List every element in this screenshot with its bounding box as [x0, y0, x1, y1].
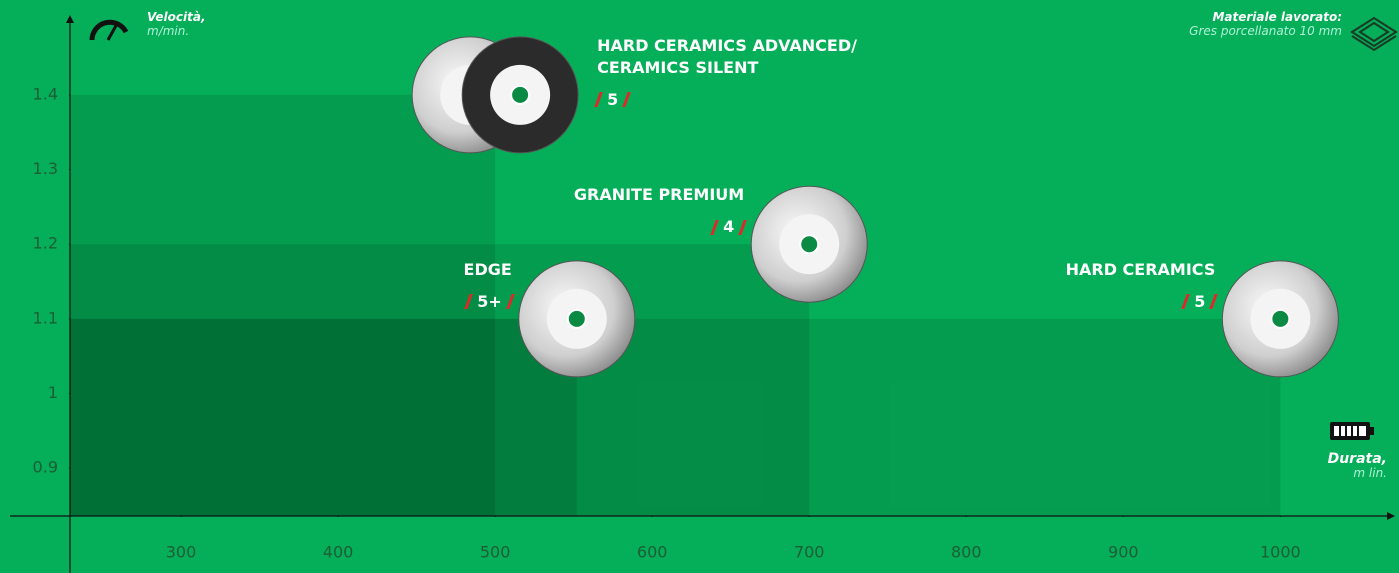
y-tick-label: 1.4 — [33, 84, 58, 103]
x-tick-label: 600 — [637, 543, 668, 562]
x-tick-label: 700 — [794, 543, 825, 562]
x-axis-label: Durata, m lin. — [1328, 452, 1387, 480]
y-axis-arrow — [66, 15, 74, 23]
x-tick-label: 800 — [951, 543, 982, 562]
y-label: Velocità, — [147, 10, 206, 24]
material-note: Materiale lavorato: Gres porcellanato 10 … — [1189, 10, 1342, 38]
y-axis-label: Velocità, m/min. — [147, 10, 206, 38]
disc-hub — [799, 234, 820, 255]
area — [70, 244, 810, 516]
product-score: 4 — [713, 216, 744, 238]
x-tick-label: 1000 — [1260, 543, 1301, 562]
disc-hub — [510, 84, 531, 105]
x-unit: m lin. — [1353, 466, 1387, 480]
y-tick-label: 1.2 — [33, 234, 58, 253]
disc-hub — [566, 308, 587, 329]
material-label: Materiale lavorato: — [1212, 10, 1342, 24]
y-tick-label: 1.3 — [33, 159, 58, 178]
area — [70, 318, 1281, 516]
material: Gres porcellanato 10 mm — [1189, 24, 1342, 38]
battery-icon — [1330, 422, 1374, 440]
y-tick-label: 1.1 — [33, 308, 58, 327]
disc-hub — [1270, 308, 1291, 329]
disc-image — [750, 185, 868, 303]
product-label: GRANITE PREMIUM 4 — [574, 184, 744, 241]
tile-icon — [1350, 16, 1398, 52]
x-axis-arrow — [1387, 512, 1395, 520]
speed-icon — [89, 19, 129, 41]
area — [70, 94, 496, 516]
product-name: HARD CERAMICS ADVANCED/ CERAMICS SILENT — [597, 35, 857, 77]
product-score: 5 — [1184, 291, 1215, 313]
product-name: EDGE — [463, 259, 512, 279]
disc-image — [461, 36, 579, 154]
product-label: HARD CERAMICS 5 — [1066, 259, 1216, 316]
x-tick-label: 900 — [1108, 543, 1139, 562]
x-tick-label: 300 — [166, 543, 197, 562]
x-tick-label: 400 — [323, 543, 354, 562]
area — [70, 318, 577, 516]
y-tick-label: 0.9 — [33, 458, 58, 477]
product-name: HARD CERAMICS — [1065, 259, 1216, 279]
product-score: 5 — [597, 89, 628, 111]
x-label: Durata, — [1327, 451, 1387, 467]
disc-image — [518, 260, 636, 378]
y-tick-label: 1 — [48, 383, 58, 402]
x-tick-label: 500 — [480, 543, 511, 562]
product-label: EDGE 5+ — [464, 259, 512, 316]
disc-image — [1221, 260, 1339, 378]
y-unit: m/min. — [147, 24, 190, 38]
product-score: 5+ — [467, 291, 512, 313]
product-label: HARD CERAMICS ADVANCED/ CERAMICS SILENT 5 — [597, 35, 927, 114]
product-name: GRANITE PREMIUM — [573, 185, 745, 205]
